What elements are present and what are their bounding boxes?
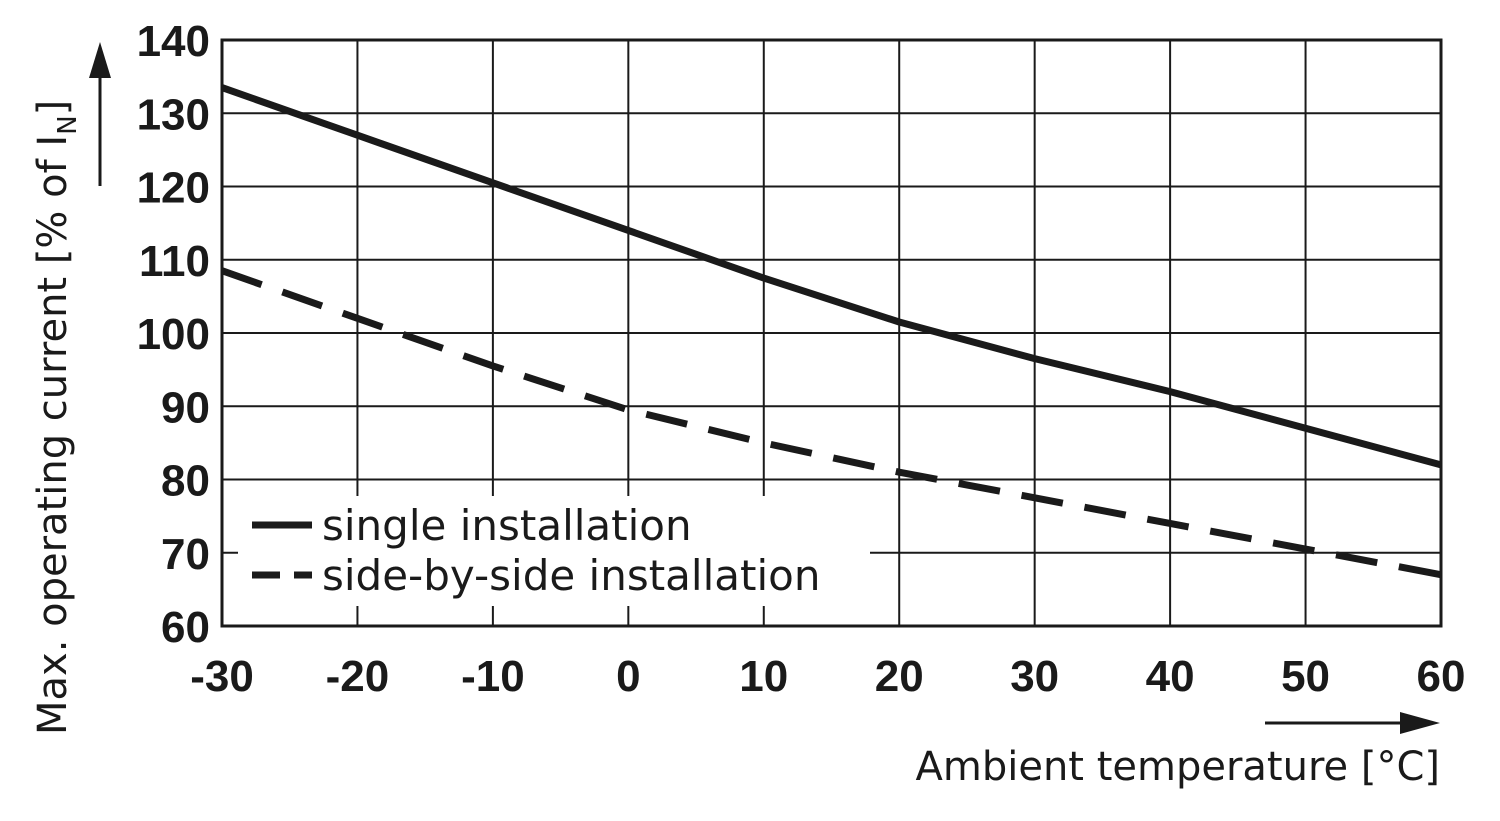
y-tick-label: 90 [161, 383, 210, 432]
x-tick-label: -30 [190, 652, 254, 701]
y-tick-label: 70 [161, 530, 210, 579]
y-tick-label: 60 [161, 603, 210, 652]
x-tick-label: 50 [1281, 652, 1330, 701]
x-tick-label: 10 [739, 652, 788, 701]
series-layer [220, 84, 1442, 579]
legend-label-single: single installation [322, 501, 692, 550]
y-axis-arrow-head [89, 42, 111, 78]
legend-label-side-by-side: side-by-side installation [322, 551, 820, 600]
y-tick-label: 120 [137, 164, 210, 213]
series-line-single-installation [220, 84, 1442, 469]
x-tick-label: 0 [616, 652, 640, 701]
y-tick-label: 130 [137, 90, 210, 139]
x-axis-arrow-head [1400, 712, 1440, 734]
y-tick-labels: 60 70 80 90 100 110 120 130 140 [137, 17, 210, 652]
y-tick-label: 140 [137, 17, 210, 66]
y-tick-label: 100 [137, 310, 210, 359]
x-tick-label: 60 [1417, 652, 1466, 701]
x-tick-label: 40 [1146, 652, 1195, 701]
x-tick-label: 20 [875, 652, 924, 701]
y-axis-title-suffix: ] [30, 100, 76, 116]
x-tick-label: 30 [1010, 652, 1059, 701]
series-line-side-by-side-installation [220, 267, 1442, 579]
x-axis-title: Ambient temperature [°C] [916, 744, 1440, 790]
legend-background [238, 496, 870, 606]
y-axis-title-subscript: N [53, 115, 83, 134]
x-tick-labels: -30 -20 -10 0 10 20 30 40 50 60 [190, 652, 1465, 701]
y-axis-title-main: Max. operating current [% of I [30, 135, 76, 735]
y-tick-label: 80 [161, 457, 210, 506]
y-tick-label: 110 [139, 237, 210, 286]
plot-frame [220, 38, 1443, 628]
x-tick-label: -10 [461, 652, 525, 701]
legend: single installation side-by-side install… [238, 496, 870, 606]
y-axis-title: Max. operating current [% of IN] [30, 100, 83, 735]
x-tick-label: -20 [326, 652, 390, 701]
